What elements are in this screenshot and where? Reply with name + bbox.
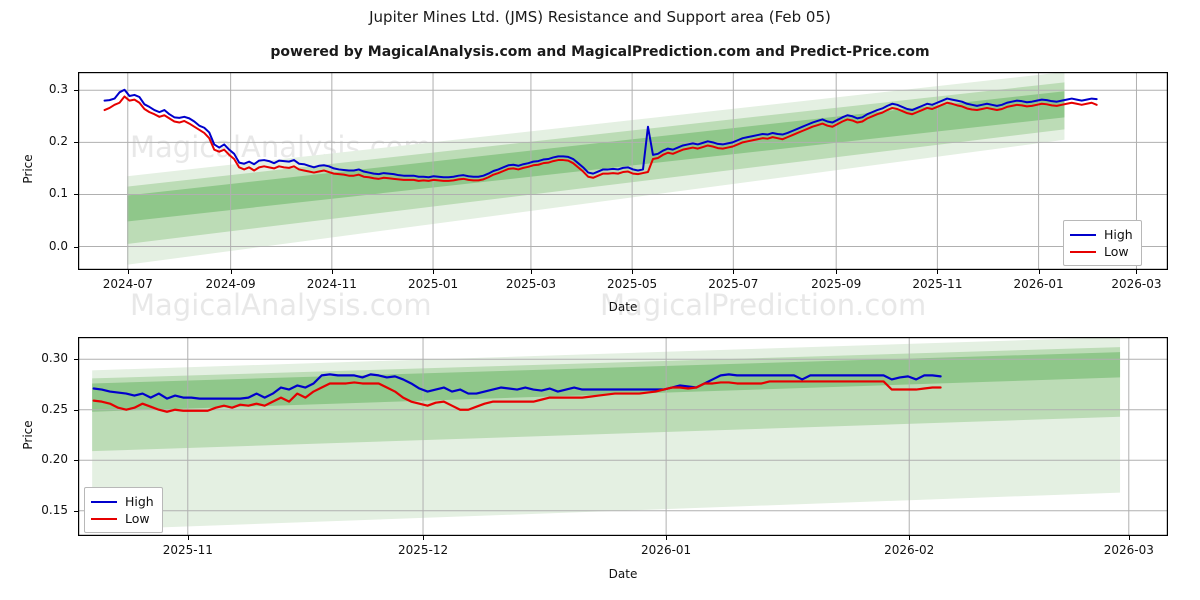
legend-swatch-high [91,500,117,503]
x-tick-mark [187,536,189,540]
x-tick-label: 2025-11 [912,277,963,291]
x-tick-mark [530,270,532,274]
legend-top: High Low [1063,220,1142,266]
y-tick-mark [74,409,78,411]
y-tick-mark [74,194,78,196]
legend-swatch-low [91,517,117,520]
legend-label-low: Low [125,511,150,526]
y-tick-label: 0.25 [41,401,68,416]
x-tick-mark [1136,270,1138,274]
x-tick-label: 2025-07 [708,277,759,291]
x-tick-label: 2025-05 [607,277,658,291]
x-tick-mark [733,270,735,274]
y-tick-label: 0.2 [48,134,68,149]
legend-label-low: Low [1104,244,1129,259]
x-tick-label: 2026-02 [884,543,935,557]
legend-label-high: High [1104,227,1133,242]
legend-bottom: High Low [84,487,163,533]
series-line-low [103,95,1098,182]
x-tick-label: 2025-01 [407,277,459,291]
x-tick-label: 2024-11 [306,277,357,291]
series-line-low [92,380,942,413]
y-tick-mark [74,90,78,92]
x-tick-mark [230,270,232,274]
series-line-high [92,373,942,400]
chart-canvas-top [78,72,1168,270]
legend-item-low: Low [1070,243,1133,260]
legend-item-high: High [1070,226,1133,243]
y-tick-mark [74,510,78,512]
x-tick-label: 2025-11 [162,543,213,557]
y-tick-label: 0.15 [41,502,68,517]
y-tick-label: 0.1 [48,186,68,201]
plot-frame [78,337,1168,536]
plot-frame [78,72,1168,270]
x-tick-label: 2026-01 [1013,277,1064,291]
y-tick-mark [74,359,78,361]
x-tick-label: 2024-07 [102,277,153,291]
x-axis-label-top: Date [608,300,638,314]
x-tick-mark [1038,270,1040,274]
page-title: Jupiter Mines Ltd. (JMS) Resistance and … [369,8,831,26]
x-tick-mark [909,536,911,540]
chart-panel-top [78,72,1168,270]
x-tick-label: 2025-12 [397,543,449,557]
legend-swatch-high [1070,233,1096,236]
x-tick-mark [433,270,435,274]
chart-panel-bottom [78,337,1168,536]
y-tick-label: 0.20 [41,452,68,467]
y-tick-label: 0.30 [41,351,68,366]
x-tick-label: 2025-03 [505,277,556,291]
x-tick-label: 2024-09 [205,277,256,291]
x-tick-label: 2025-09 [811,277,862,291]
x-axis-label-bottom: Date [608,567,638,581]
x-tick-label: 2026-03 [1103,543,1154,557]
band-inner-support [92,352,1121,412]
y-tick-mark [74,142,78,144]
legend-item-high: High [91,493,154,510]
x-tick-mark [937,270,939,274]
x-tick-label: 2026-03 [1111,277,1162,291]
y-tick-mark [74,246,78,248]
x-tick-mark [331,270,333,274]
page-subtitle: powered by MagicalAnalysis.com and Magic… [270,44,930,60]
x-tick-label: 2026-01 [641,543,692,557]
x-tick-mark [632,270,634,274]
x-tick-mark [423,536,425,540]
series-line-high [103,88,1098,179]
y-tick-mark [74,460,78,462]
x-tick-mark [127,270,129,274]
legend-label-high: High [125,494,154,509]
y-tick-label: 0.3 [48,82,68,97]
x-tick-mark [666,536,668,540]
legend-item-low: Low [91,510,154,527]
x-tick-mark [836,270,838,274]
legend-swatch-low [1070,250,1096,253]
chart-canvas-bottom [78,337,1168,536]
x-tick-mark [1128,536,1130,540]
band-inner-support [127,91,1065,222]
y-tick-label: 0.0 [48,238,68,253]
